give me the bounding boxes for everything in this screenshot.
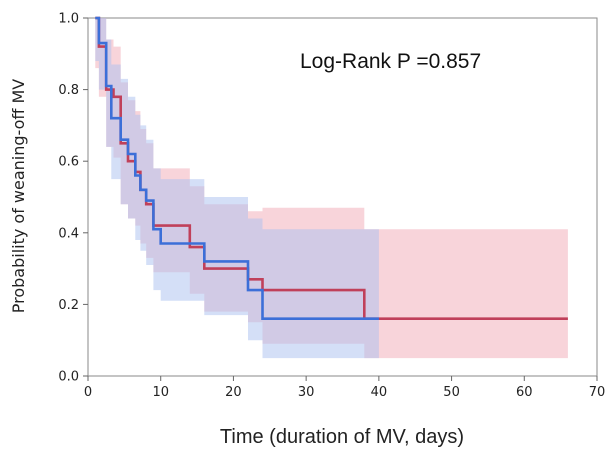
survival-curves <box>95 16 568 321</box>
x-tick-label: 20 <box>225 385 242 400</box>
x-tick-label: 0 <box>84 385 92 400</box>
x-tick-label: 30 <box>298 385 315 400</box>
y-tick-label: 0.4 <box>58 226 79 241</box>
y-tick-label: 0.2 <box>58 298 79 313</box>
x-tick-label: 40 <box>371 385 388 400</box>
x-tick-label: 50 <box>443 385 460 400</box>
y-tick-label: 0.8 <box>58 83 79 98</box>
log-rank-annotation: Log-Rank P =0.857 <box>300 50 481 73</box>
x-tick-label: 10 <box>152 385 169 400</box>
confidence-bands <box>95 18 568 359</box>
y-tick-label: 1.0 <box>58 12 79 27</box>
x-axis: 0 10 20 30 40 50 60 70 <box>84 376 605 400</box>
x-axis-title: Time (duration of MV, days) <box>220 426 464 448</box>
y-axis-title: Probability of weaning-off MV <box>9 79 28 314</box>
y-tick-label: 0.0 <box>58 370 79 385</box>
y-tick-label: 0.6 <box>58 155 79 170</box>
survival-curve-1 <box>95 16 379 321</box>
confidence-band-1 <box>95 18 379 359</box>
y-axis: 0.0 0.2 0.4 0.6 0.8 1.0 <box>58 12 88 385</box>
x-tick-label: 70 <box>589 385 606 400</box>
x-tick-label: 60 <box>516 385 533 400</box>
plot-frame <box>87 17 598 377</box>
